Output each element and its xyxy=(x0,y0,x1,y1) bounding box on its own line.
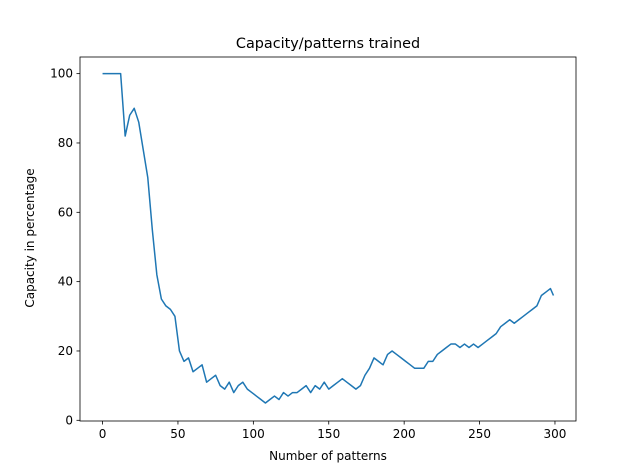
y-tick-label: 60 xyxy=(58,205,73,219)
y-tick-label: 80 xyxy=(58,136,73,150)
x-tick-label: 150 xyxy=(317,427,340,441)
y-tick-label: 100 xyxy=(50,67,73,81)
x-axis-label: Number of patterns xyxy=(269,449,387,463)
plot-frame xyxy=(79,56,577,422)
x-tick-label: 200 xyxy=(393,427,416,441)
x-tick-label: 250 xyxy=(468,427,491,441)
y-axis-label: Capacity in percentage xyxy=(23,168,37,307)
y-tick-label: 0 xyxy=(65,413,73,427)
x-tick-label: 100 xyxy=(242,427,265,441)
data-line xyxy=(102,72,555,404)
y-tick-label: 20 xyxy=(58,344,73,358)
chart-title: Capacity/patterns trained xyxy=(236,36,420,52)
x-tick-label: 0 xyxy=(99,427,107,441)
y-tick-label: 40 xyxy=(58,275,73,289)
x-tick-label: 300 xyxy=(544,427,567,441)
x-tick-label: 50 xyxy=(170,427,185,441)
